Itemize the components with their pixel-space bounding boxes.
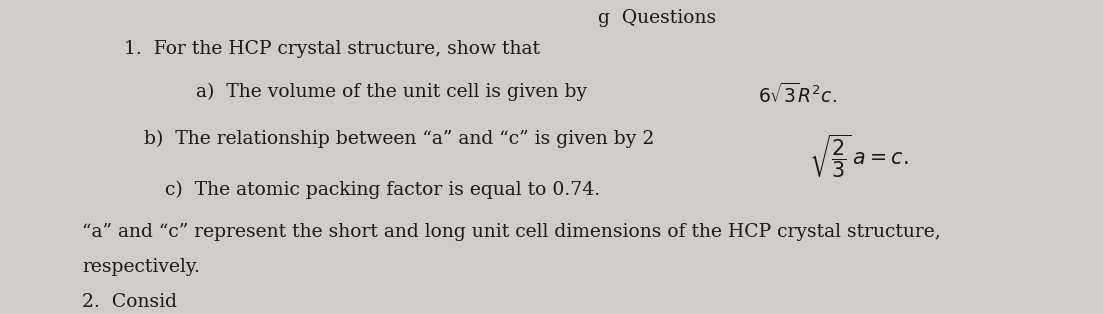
Text: c)  The atomic packing factor is equal to 0.74.: c) The atomic packing factor is equal to… — [165, 180, 600, 198]
Text: 1.  For the HCP crystal structure, show that: 1. For the HCP crystal structure, show t… — [124, 40, 539, 58]
Text: respectively.: respectively. — [83, 258, 201, 276]
Text: “a” and “c” represent the short and long unit cell dimensions of the HCP crystal: “a” and “c” represent the short and long… — [83, 223, 941, 241]
Text: $6\sqrt{3}R^2c$.: $6\sqrt{3}R^2c$. — [758, 83, 837, 107]
Text: b)  The relationship between “a” and “c” is given by 2: b) The relationship between “a” and “c” … — [144, 130, 655, 148]
Text: g  Questions: g Questions — [598, 9, 716, 27]
Text: 2.  Consid: 2. Consid — [83, 294, 178, 311]
Text: a)  The volume of the unit cell is given by: a) The volume of the unit cell is given … — [196, 83, 593, 101]
Text: $\sqrt{\dfrac{2}{3}}\,a = c.$: $\sqrt{\dfrac{2}{3}}\,a = c.$ — [810, 133, 909, 181]
